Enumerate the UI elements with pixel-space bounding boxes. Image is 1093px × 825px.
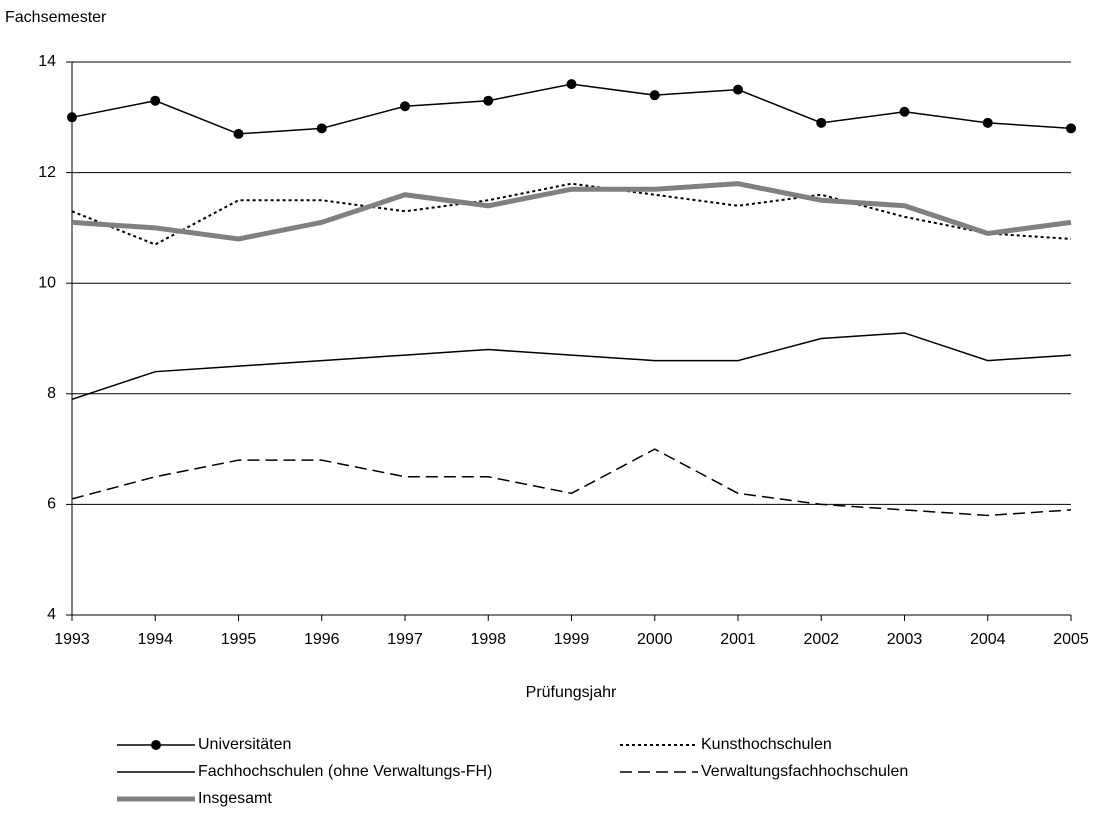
y-tick-label: 6 [47, 496, 56, 513]
y-tick-label: 8 [47, 385, 56, 402]
series-line [71, 332, 1072, 401]
legend-label: Verwaltungsfachhochschulen [701, 763, 908, 780]
series-line [71, 448, 1072, 517]
x-tick-label: 2004 [970, 631, 1006, 648]
data-point [982, 117, 993, 128]
legend-label: Insgesamt [198, 790, 272, 807]
x-tick-label: 1997 [387, 631, 423, 648]
data-point [400, 101, 410, 112]
data-point [316, 123, 327, 134]
series-line [71, 83, 1072, 135]
legend-label: Fachhochschulen (ohne Verwaltungs-FH) [198, 763, 492, 780]
data-point [233, 128, 244, 139]
data-point [733, 84, 743, 95]
data-point [899, 106, 910, 117]
x-tick-label: 1993 [54, 631, 90, 648]
data-point [649, 90, 660, 101]
x-tick-label: 1994 [137, 631, 173, 648]
data-point [1066, 123, 1076, 134]
series-line [71, 181, 1072, 242]
series-line [71, 182, 1072, 246]
data-point [816, 117, 827, 128]
x-tick-label: 2000 [637, 631, 673, 648]
x-tick-label: 2005 [1053, 631, 1089, 648]
y-axis-title: Fachsemester [5, 9, 107, 26]
x-tick-label: 1999 [554, 631, 590, 648]
x-tick-label: 2001 [720, 631, 756, 648]
x-tick-label: 1996 [304, 631, 340, 648]
data-point [67, 112, 77, 123]
x-axis-title: Prüfungsjahr [526, 684, 617, 701]
y-tick-label: 12 [38, 164, 56, 181]
y-tick-label: 14 [38, 53, 56, 70]
y-tick-label: 10 [38, 274, 56, 291]
legend-marker [151, 740, 161, 750]
y-tick-label: 4 [47, 606, 56, 623]
legend-label: Universitäten [198, 736, 291, 753]
data-point [566, 79, 577, 90]
data-point [150, 95, 161, 106]
x-tick-label: 2003 [887, 631, 923, 648]
legend-label: Kunsthochschulen [701, 736, 832, 753]
data-point [483, 95, 494, 106]
x-tick-label: 2002 [803, 631, 839, 648]
x-tick-label: 1995 [221, 631, 257, 648]
x-tick-label: 1998 [470, 631, 506, 648]
